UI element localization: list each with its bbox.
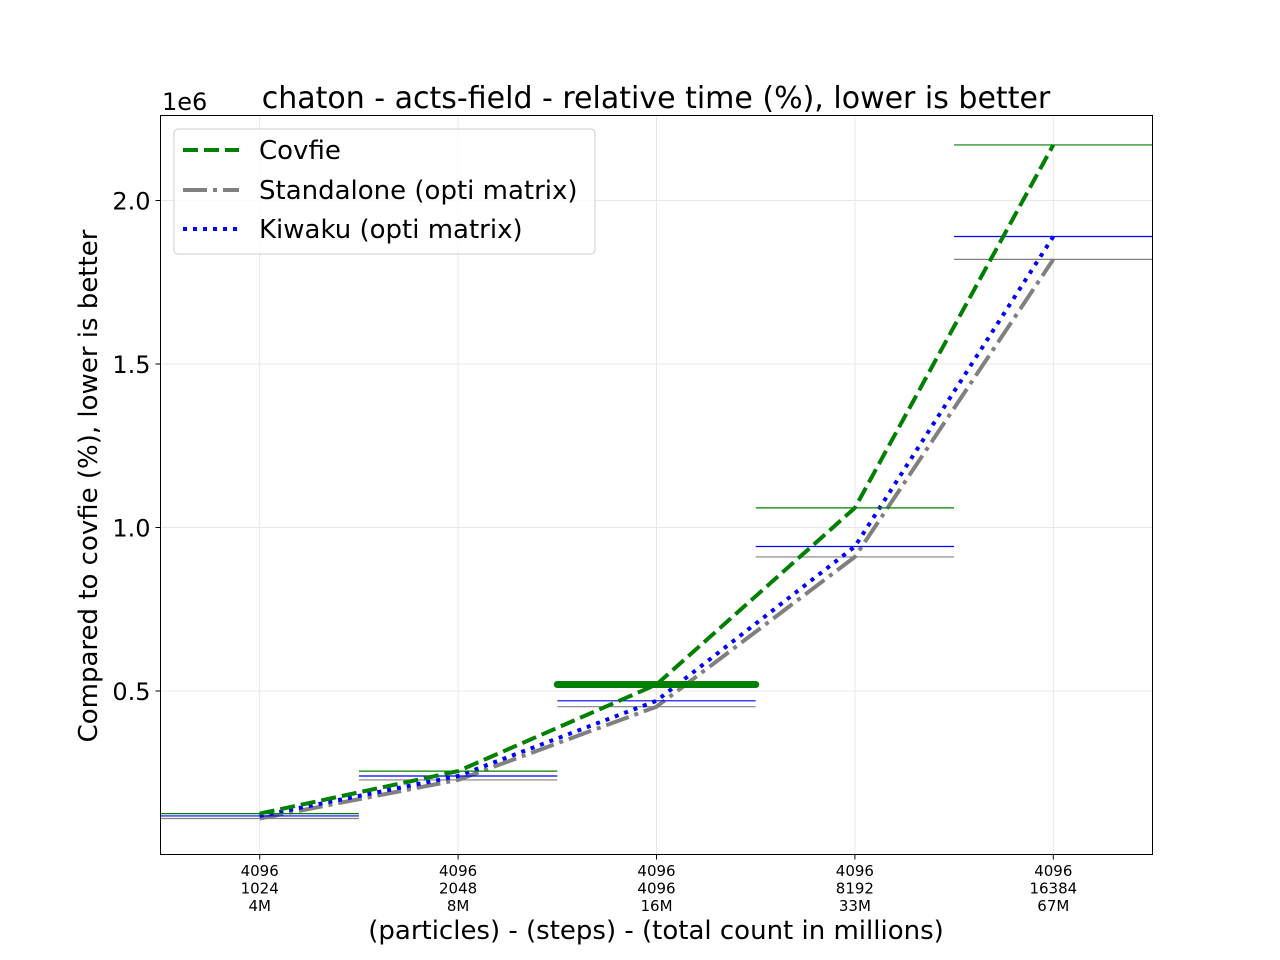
x-tick-label: 4096 xyxy=(637,880,675,898)
y-offset-label: 1e6 xyxy=(162,88,207,116)
x-tick-label: 4096 xyxy=(836,862,874,880)
legend-label-kiwaku: Kiwaku (opti matrix) xyxy=(259,215,523,245)
x-tick-label: 16M xyxy=(640,897,672,915)
x-tick-label: 8M xyxy=(447,897,470,915)
series-group xyxy=(160,143,1153,821)
ticks: 409610244M409620488M4096409616M409681923… xyxy=(112,188,1077,915)
x-tick-label: 4M xyxy=(248,897,271,915)
x-tick-label: 33M xyxy=(839,897,871,915)
plot-frame xyxy=(160,115,1153,855)
series-0 xyxy=(160,143,1153,816)
series-1 xyxy=(160,258,1153,821)
y-axis-label: Compared to covfie (%), lower is better xyxy=(74,229,104,742)
x-tick-label: 4096 xyxy=(1034,862,1072,880)
x-tick-label: 67M xyxy=(1037,897,1069,915)
legend-label-covfie: Covfie xyxy=(259,136,341,166)
y-tick-label: 1.5 xyxy=(112,351,150,379)
x-tick-label: 1024 xyxy=(241,880,279,898)
y-tick-label: 2.0 xyxy=(112,188,150,216)
legend-label-standalone: Standalone (opti matrix) xyxy=(259,176,578,206)
x-tick-label: 2048 xyxy=(439,880,477,898)
x-tick-label: 16384 xyxy=(1029,880,1077,898)
y-tick-label: 1.0 xyxy=(112,515,150,543)
x-tick-label: 4096 xyxy=(439,862,477,880)
legend-box xyxy=(173,128,596,255)
y-tick-label: 0.5 xyxy=(112,678,150,706)
legend: Covfie Standalone (opti matrix) Kiwaku (… xyxy=(173,128,596,255)
x-tick-label: 4096 xyxy=(241,862,279,880)
x-tick-label: 4096 xyxy=(637,862,675,880)
series-2 xyxy=(160,235,1153,818)
x-axis-label: (particles) - (steps) - (total count in … xyxy=(368,916,944,946)
x-tick-label: 8192 xyxy=(836,880,874,898)
chart-title: chaton - acts-field - relative time (%),… xyxy=(262,81,1051,116)
series-line xyxy=(259,258,1055,821)
series-line xyxy=(259,143,1056,816)
